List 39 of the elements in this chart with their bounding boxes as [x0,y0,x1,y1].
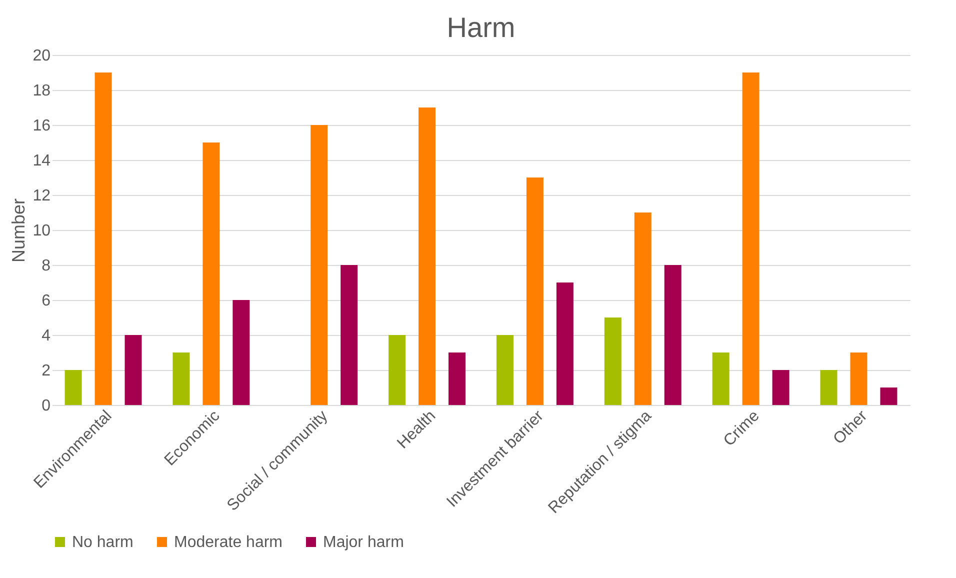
legend-label: No harm [72,534,134,551]
y-axis-title: Number [8,198,29,263]
bar [880,388,898,405]
y-tick-label: 10 [32,222,51,240]
y-tick-label: 2 [42,362,51,380]
y-tick-label: 16 [32,118,51,134]
y-tick-label: 12 [32,188,51,204]
bar [556,282,574,405]
y-tick-label: 4 [42,328,51,344]
bar [64,370,82,405]
bar [232,300,250,405]
y-tick-label: 8 [42,258,51,274]
bar [388,335,406,405]
bar [820,370,838,405]
y-tick-label: 0 [42,398,51,414]
bar [340,265,358,405]
legend-label: Major harm [323,534,404,551]
bar [850,352,868,405]
bar [496,335,514,405]
legend-label: Moderate harm [174,534,282,551]
bar [526,178,544,405]
bar [448,352,466,405]
bar [742,72,760,405]
bar [172,352,190,405]
bar [712,352,730,405]
bar [604,318,622,405]
y-tick-label: 14 [32,152,51,170]
y-tick-label: 18 [32,82,51,100]
bar [310,125,328,405]
bar [94,72,112,405]
bar [634,212,652,405]
bar [664,265,682,405]
y-tick-label: 20 [32,48,51,64]
chart-title: Harm [446,12,516,43]
bar [772,370,790,405]
bar [418,108,436,405]
bar [124,335,142,405]
bar [202,142,220,405]
y-tick-label: 6 [42,292,51,310]
